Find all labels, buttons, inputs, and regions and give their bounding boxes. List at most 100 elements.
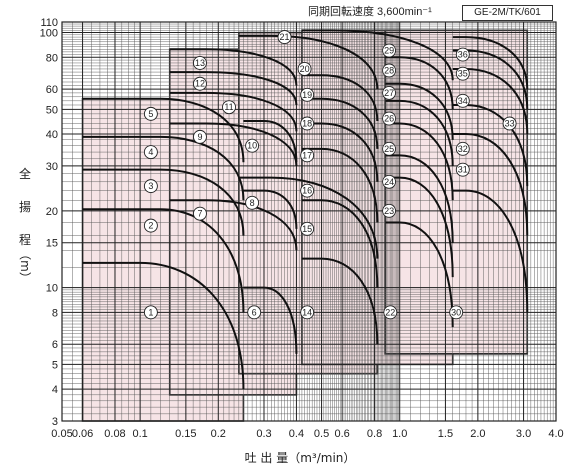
y-tick-label: 80 (46, 52, 58, 64)
marker-circle (502, 116, 517, 131)
marker-label: 7 (197, 209, 202, 219)
marker-label: 28 (384, 65, 394, 75)
marker-circle (382, 85, 397, 100)
marker-label: 5 (148, 109, 153, 119)
curve-33 (452, 67, 529, 135)
marker-label: 32 (458, 144, 468, 154)
curve-marker-28: 28 (382, 63, 397, 78)
curve-8 (243, 189, 298, 229)
curve-marker-10: 10 (245, 138, 260, 153)
y-tick-label: 8 (52, 307, 58, 319)
curve-marker-5: 5 (143, 106, 158, 121)
x-tick-label: 0.4 (289, 428, 304, 440)
curve-16 (238, 176, 379, 259)
marker-circle (455, 162, 470, 177)
y-tick-label: 60 (46, 84, 58, 96)
marker-label: 22 (385, 307, 395, 317)
marker-label: 26 (384, 114, 394, 124)
curve-marker-6: 6 (247, 305, 262, 320)
marker-circle (297, 61, 312, 76)
marker-label: 16 (302, 186, 312, 196)
curve-marker-13: 13 (193, 56, 207, 70)
marker-label: 18 (302, 119, 312, 129)
curve-marker-12: 12 (193, 76, 207, 91)
curve-marker-17: 17 (300, 148, 315, 163)
curve-marker-4: 4 (143, 145, 158, 160)
curve-26 (385, 99, 454, 166)
y-label-char: （m） (18, 248, 32, 284)
curve-marker-26: 26 (382, 111, 397, 126)
marker-circle (455, 47, 470, 62)
curve-marker-24: 24 (382, 174, 397, 189)
curve-31 (452, 133, 529, 236)
marker-circle (143, 218, 158, 233)
curve-30 (452, 189, 529, 313)
curve-24 (385, 154, 454, 243)
y-tick-label: 30 (46, 161, 58, 173)
curve-marker-18: 18 (300, 116, 315, 131)
curve-19 (301, 97, 379, 149)
curve-marker-20: 20 (297, 61, 312, 76)
curve-marker-31: 31 (455, 162, 470, 177)
curve-marker-11: 11 (222, 100, 236, 115)
marker-circle (382, 203, 397, 218)
marker-label: 34 (458, 96, 468, 106)
marker-label: 15 (302, 224, 312, 234)
curve-marker-27: 27 (382, 85, 397, 100)
curve-15 (301, 199, 379, 288)
curve-marker-29: 29 (382, 43, 397, 58)
curve-marker-22: 22 (383, 305, 398, 320)
marker-circle (277, 30, 292, 45)
marker-circle (245, 138, 260, 153)
curve-marker-16: 16 (300, 183, 315, 198)
x-tick-label: 0.6 (334, 428, 349, 440)
curve-12 (169, 71, 298, 106)
marker-label: 33 (505, 119, 515, 129)
curve-18 (301, 122, 379, 182)
plot-frame (61, 21, 557, 422)
curve-34 (452, 49, 529, 110)
marker-label: 13 (195, 58, 205, 68)
curve-marker-19: 19 (300, 87, 315, 102)
marker-circle (222, 100, 236, 115)
x-tick-label: 0.15 (175, 428, 196, 440)
marker-label: 10 (247, 141, 257, 151)
marker-label: 35 (458, 69, 468, 79)
axis-ticks: 0.05 0.06 0.08 0.1 0.15 0.2 0.3 0.4 0.5 0.6 0.8 1.0… (40, 17, 564, 440)
marker-label: 29 (384, 46, 394, 56)
curve-marker-30: 30 (449, 305, 464, 320)
marker-circle (382, 141, 397, 156)
marker-circle (455, 93, 470, 108)
marker-label: 23 (384, 206, 394, 216)
x-tick-label: 3.0 (516, 428, 531, 440)
marker-circle (143, 106, 158, 121)
x-tick-label: 0.5 (314, 428, 329, 440)
speed-title: 同期回転速度 3,600min⁻¹ (308, 6, 432, 18)
curve-marker-23: 23 (382, 203, 397, 218)
operating-range-5 (384, 29, 529, 355)
y-tick-label: 50 (46, 104, 58, 116)
marker-circle (300, 183, 315, 198)
marker-label: 25 (384, 144, 394, 154)
curve-marker-32: 32 (455, 141, 470, 156)
y-tick-label: 40 (46, 129, 58, 141)
marker-circle (193, 76, 207, 91)
curve-marker-1: 1 (143, 305, 158, 320)
y-tick-label: 4 (52, 384, 58, 396)
y-tick-label: 100 (40, 28, 58, 40)
marker-label: 1 (148, 307, 153, 317)
marker-circle (455, 141, 470, 156)
curve-3 (82, 168, 245, 236)
marker-label: 17 (302, 150, 312, 160)
marker-label: 12 (195, 79, 205, 89)
curve-29 (301, 29, 454, 81)
y-tick-label: 10 (46, 283, 58, 295)
curve-marker-36: 36 (455, 47, 470, 62)
marker-circle (300, 148, 315, 163)
marker-label: 31 (458, 165, 468, 175)
marker-circle (383, 305, 398, 320)
model-badge: GE-2M/TK/601 (462, 5, 553, 21)
x-axis-label: 吐 出 量（m³/min） (245, 451, 356, 465)
curve-marker-21: 21 (277, 30, 292, 45)
